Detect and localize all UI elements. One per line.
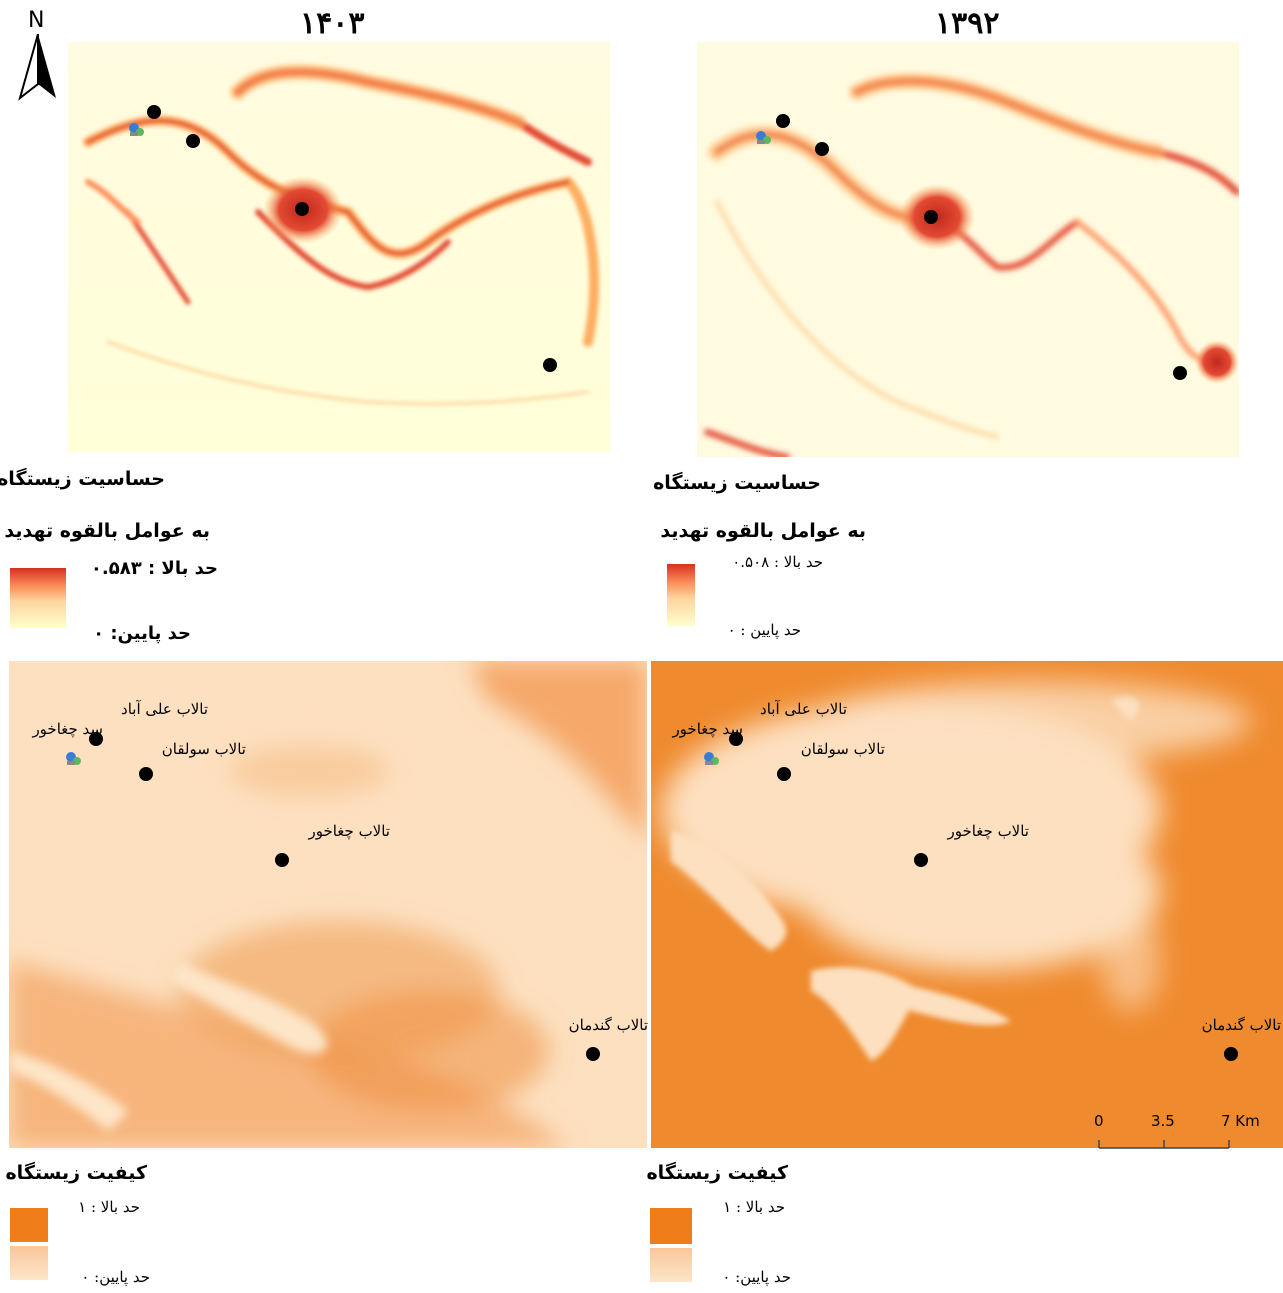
scale-tick-0: 0 xyxy=(1094,1112,1104,1130)
scale-tick-2: 7 Km xyxy=(1221,1112,1260,1130)
wetland-point-icon xyxy=(147,105,161,119)
label-choghakhor-dam: سد چغاخور xyxy=(32,720,103,738)
sensitivity-legend-high: حد بالا : ۰.۵۸۳ xyxy=(90,558,218,579)
quality-legend-low: حد پایین: ۰ xyxy=(722,1268,791,1286)
label-ali-abad: تالاب علی آباد xyxy=(760,700,847,718)
quality-legend-high: حد بالا : ۱ xyxy=(723,1198,785,1216)
wetland-point-icon xyxy=(295,202,309,216)
label-choghakhor-dam: سد چغاخور xyxy=(672,720,743,738)
quality-map-1403 xyxy=(9,661,647,1148)
dam-icon xyxy=(66,752,81,765)
quality-legend-swatch-low xyxy=(10,1246,48,1280)
label-choghakhor: تالاب چغاخور xyxy=(947,822,1029,840)
quality-legend-title: کیفیت زیستگاه xyxy=(646,1162,788,1184)
wetland-point-icon xyxy=(914,853,928,867)
dam-icon xyxy=(129,123,144,136)
wetland-point-icon xyxy=(777,767,791,781)
label-soulghan: تالاب سولقان xyxy=(800,740,885,758)
year-title-right: ۱۳۹۲ xyxy=(935,6,1000,41)
sensitivity-map-1392 xyxy=(697,42,1239,457)
sensitivity-legend-swatch xyxy=(10,568,66,628)
wetland-point-icon xyxy=(1173,366,1187,380)
sensitivity-legend-low: حد پایین : ۰ xyxy=(727,621,801,639)
label-choghakhor: تالاب چغاخور xyxy=(308,822,390,840)
sensitivity-legend-subtitle: به عوامل بالقوه تهدید xyxy=(4,520,210,542)
wetland-point-icon xyxy=(729,732,743,746)
quality-map-1392 xyxy=(651,661,1283,1148)
scale-bar: 0 3.5 7 Km xyxy=(1093,1110,1263,1152)
wetland-point-icon xyxy=(815,142,829,156)
sensitivity-map-1403 xyxy=(68,42,610,452)
quality-legend-title: کیفیت زیستگاه xyxy=(5,1162,147,1184)
wetland-point-icon xyxy=(924,210,938,224)
sensitivity-legend-high: حد بالا : ۰.۵۰۸ xyxy=(732,553,823,571)
wetland-point-icon xyxy=(186,134,200,148)
scale-tick-1: 3.5 xyxy=(1151,1112,1175,1130)
sensitivity-legend-title: حساسیت زیستگاه xyxy=(653,472,821,494)
quality-legend-high: حد بالا : ۱ xyxy=(78,1198,140,1216)
year-title-left: ۱۴۰۳ xyxy=(300,6,365,41)
wetland-point-icon xyxy=(139,767,153,781)
north-arrow-icon xyxy=(18,34,56,101)
wetland-point-icon xyxy=(543,358,557,372)
label-gandoman: تالاب گندمان xyxy=(1201,1016,1281,1034)
sensitivity-legend-low: حد پایین: ۰ xyxy=(93,623,191,644)
quality-legend-swatch-high xyxy=(10,1208,48,1242)
quality-legend-swatch-low xyxy=(650,1248,692,1282)
wetland-point-icon xyxy=(89,732,103,746)
dam-icon xyxy=(756,131,771,144)
sensitivity-legend-subtitle: به عوامل بالقوه تهدید xyxy=(660,520,866,542)
label-gandoman: تالاب گندمان xyxy=(568,1016,648,1034)
label-ali-abad: تالاب علی آباد xyxy=(121,700,208,718)
label-soulghan: تالاب سولقان xyxy=(161,740,246,758)
north-label: N xyxy=(28,8,45,33)
wetland-point-icon xyxy=(586,1047,600,1061)
sensitivity-legend-title: حساسیت زیستگاه xyxy=(0,468,165,490)
dam-icon xyxy=(704,752,719,765)
wetland-point-icon xyxy=(776,114,790,128)
quality-legend-low: حد پایین: ۰ xyxy=(81,1268,150,1286)
wetland-point-icon xyxy=(275,853,289,867)
quality-legend-swatch-high xyxy=(650,1208,692,1244)
wetland-point-icon xyxy=(1224,1047,1238,1061)
north-arrow: N xyxy=(18,8,62,101)
sensitivity-legend-swatch xyxy=(667,564,695,626)
